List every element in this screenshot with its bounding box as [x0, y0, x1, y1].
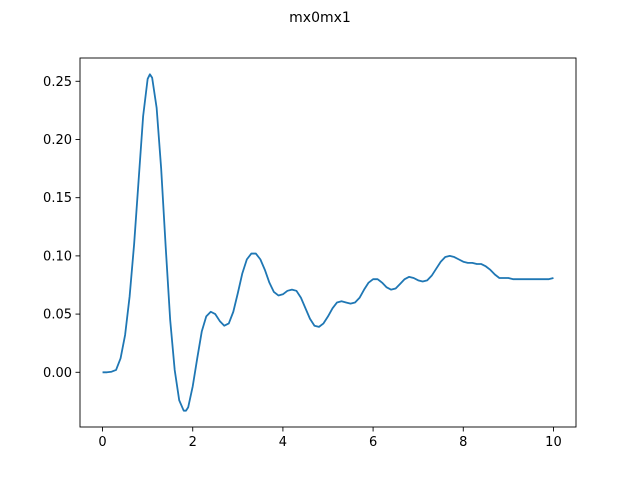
x-tick-label-0: 0 — [98, 435, 106, 450]
y-tick-label-2: 0.10 — [43, 249, 72, 264]
y-tick-label-5: 0.25 — [43, 75, 72, 90]
x-tick-label-1: 2 — [189, 435, 197, 450]
x-tick-label-3: 6 — [369, 435, 377, 450]
series-line-0 — [102, 73, 554, 412]
x-tick-label-5: 10 — [545, 435, 562, 450]
chart-title: mx0mx1 — [289, 10, 351, 26]
y-tick-label-0: 0.00 — [43, 366, 72, 381]
x-tick-label-4: 8 — [459, 435, 467, 450]
x-tick-label-2: 4 — [279, 435, 287, 450]
axes-frame — [79, 57, 577, 428]
y-tick-label-3: 0.15 — [43, 191, 72, 206]
y-tick-label-4: 0.20 — [43, 133, 72, 148]
plot-area: 0 2 4 6 8 10 0.00 0.05 0.10 0.15 0.20 0.25 — [43, 57, 577, 450]
y-tick-label-1: 0.05 — [43, 308, 72, 323]
